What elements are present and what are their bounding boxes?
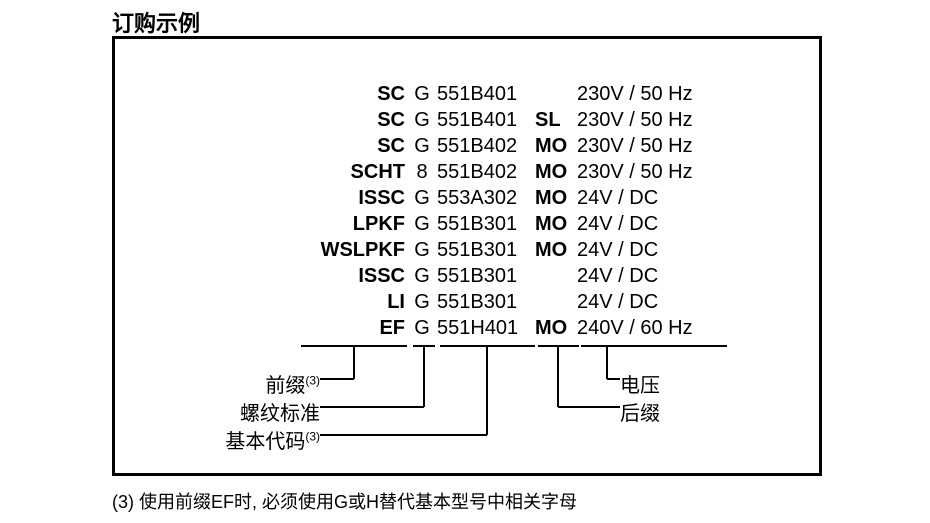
prefix-cell: SC (295, 81, 405, 107)
thread-cell: G (411, 185, 433, 211)
prefix-cell: SCHT (295, 159, 405, 185)
code-row: SCG551B401 230V / 50 Hz (295, 81, 727, 107)
prefix-cell: LPKF (295, 211, 405, 237)
voltage-cell: 24V / DC (577, 289, 727, 315)
code-row: SCG551B402MO230V / 50 Hz (295, 133, 727, 159)
code-cell: 551B401 (437, 107, 535, 133)
thread-cell: G (411, 81, 433, 107)
suffix-cell: MO (535, 133, 577, 159)
code-cell: 551B301 (437, 263, 535, 289)
thread-cell: G (411, 237, 433, 263)
code-cell: 551B301 (437, 237, 535, 263)
prefix-cell: EF (295, 315, 405, 341)
code-row: ISSCG553A302MO 24V / DC (295, 185, 727, 211)
section-title: 订购示例 (112, 6, 200, 38)
voltage-cell: 24V / DC (577, 211, 727, 237)
prefix-cell: ISSC (295, 263, 405, 289)
thread-cell: G (411, 315, 433, 341)
prefix-cell: WSLPKF (295, 237, 405, 263)
code-cell: 551B402 (437, 159, 535, 185)
thread-cell: G (411, 133, 433, 159)
voltage-cell: 240V / 60 Hz (577, 315, 727, 341)
code-row: SCHT8551B402MO230V / 50 Hz (295, 159, 727, 185)
suffix-cell: MO (535, 315, 577, 341)
voltage-cell: 230V / 50 Hz (577, 81, 727, 107)
code-cell: 551B301 (437, 211, 535, 237)
code-table: SCG551B401230V / 50 HzSCG551B401SL230V /… (295, 81, 727, 341)
suffix-cell: SL (535, 107, 577, 133)
prefix-cell: ISSC (295, 185, 405, 211)
code-row: WSLPKFG551B301MO 24V / DC (295, 237, 727, 263)
label-suffix: 后缀 (620, 397, 660, 426)
suffix-cell: MO (535, 185, 577, 211)
label-voltage: 电压 (620, 369, 660, 398)
voltage-cell: 24V / DC (577, 185, 727, 211)
code-cell: 551B401 (437, 81, 535, 107)
code-row: ISSCG551B301 24V / DC (295, 263, 727, 289)
voltage-cell: 24V / DC (577, 237, 727, 263)
prefix-cell: SC (295, 133, 405, 159)
code-cell: 551B402 (437, 133, 535, 159)
thread-cell: G (411, 289, 433, 315)
label-thread: 螺纹标准 (220, 397, 320, 426)
code-row: LPKFG551B301MO 24V / DC (295, 211, 727, 237)
code-row: SCG551B401SL230V / 50 Hz (295, 107, 727, 133)
code-row: LIG551B301 24V / DC (295, 289, 727, 315)
label-prefix: 前缀(3) (220, 369, 320, 398)
thread-cell: G (411, 263, 433, 289)
prefix-cell: SC (295, 107, 405, 133)
thread-cell: G (411, 211, 433, 237)
voltage-cell: 230V / 50 Hz (577, 133, 727, 159)
thread-cell: G (411, 107, 433, 133)
suffix-cell: MO (535, 237, 577, 263)
label-code: 基本代码(3) (200, 425, 320, 454)
voltage-cell: 230V / 50 Hz (577, 159, 727, 185)
code-cell: 551B301 (437, 289, 535, 315)
code-cell: 551H401 (437, 315, 535, 341)
suffix-cell: MO (535, 211, 577, 237)
footnote: (3) 使用前缀EF时, 必须使用G或H替代基本型号中相关字母 (112, 488, 577, 514)
voltage-cell: 230V / 50 Hz (577, 107, 727, 133)
suffix-cell: MO (535, 159, 577, 185)
thread-cell: 8 (411, 159, 433, 185)
ordering-example-box: SCG551B401230V / 50 HzSCG551B401SL230V /… (112, 36, 822, 476)
code-cell: 553A302 (437, 185, 535, 211)
prefix-cell: LI (295, 289, 405, 315)
voltage-cell: 24V / DC (577, 263, 727, 289)
code-row: EFG551H401MO240V / 60 Hz (295, 315, 727, 341)
